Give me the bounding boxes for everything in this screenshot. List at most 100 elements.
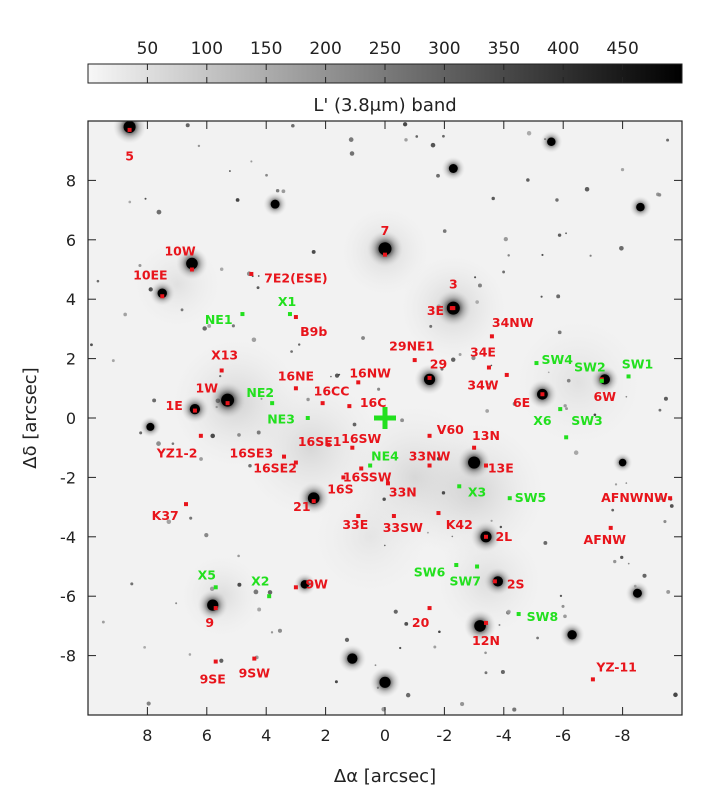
faint-star — [270, 631, 274, 634]
source-marker — [219, 368, 224, 373]
faint-star — [471, 355, 476, 361]
colorbar-tick-label: 350 — [488, 39, 520, 59]
faint-star — [361, 336, 365, 340]
faint-star — [370, 404, 373, 407]
faint-star — [559, 594, 563, 598]
source-label: YZ1-2 — [156, 446, 198, 461]
colorbar-tick-label: 400 — [547, 39, 579, 59]
faint-star — [267, 590, 273, 595]
faint-star — [491, 196, 495, 201]
source-marker — [282, 454, 287, 459]
source-label: AFNW — [584, 532, 627, 547]
faint-star — [557, 330, 562, 335]
faint-star — [202, 326, 207, 331]
source-marker — [383, 252, 387, 257]
source-label: B9b — [300, 324, 327, 339]
source-marker — [192, 408, 197, 413]
faint-star — [484, 671, 488, 675]
faint-star — [130, 582, 134, 586]
source-marker — [540, 392, 545, 397]
source-label: YZ-11 — [595, 659, 636, 674]
colorbar-tick-labels: 50 100 150 200 250 300 350 400 450 — [137, 39, 639, 59]
faint-star — [251, 337, 257, 343]
source-label: 12N — [472, 633, 500, 648]
source-marker — [293, 585, 298, 590]
faint-star — [507, 254, 510, 257]
nebula-layer — [132, 207, 644, 638]
source-label: 2L — [495, 529, 512, 544]
y-tick-label: -8 — [60, 647, 76, 666]
center-cross-vertical — [382, 407, 388, 429]
faint-star — [642, 573, 647, 578]
source-label: 1W — [196, 380, 219, 395]
faint-star — [474, 276, 477, 279]
faint-star — [231, 324, 235, 328]
bright-star-core — [474, 620, 486, 632]
bright-star-core — [492, 576, 504, 587]
source-label: 7E2(ESE) — [264, 270, 327, 285]
source-marker — [368, 463, 373, 468]
source-marker — [483, 534, 488, 539]
source-marker — [668, 496, 673, 501]
faint-star — [188, 653, 192, 656]
faint-star — [377, 387, 381, 391]
faint-star — [526, 178, 530, 182]
source-marker — [225, 401, 230, 406]
bright-star-core — [146, 422, 155, 431]
source-label: K37 — [152, 508, 179, 523]
faint-star — [189, 516, 193, 520]
bright-star-core — [567, 630, 577, 640]
x-tick-label: 8 — [142, 726, 152, 745]
faint-star — [666, 589, 671, 594]
faint-star — [311, 249, 316, 254]
faint-star — [611, 508, 615, 512]
faint-star — [593, 413, 597, 417]
faint-star — [166, 519, 172, 524]
faint-star — [619, 245, 624, 251]
bright-star-core — [547, 137, 556, 147]
source-label: SW7 — [449, 573, 481, 588]
faint-star — [185, 123, 190, 128]
faint-star — [500, 669, 505, 675]
source-marker — [267, 594, 272, 599]
source-label: 34E — [470, 345, 496, 360]
source-marker — [127, 127, 132, 132]
faint-star — [498, 624, 501, 626]
source-label: 16SW — [341, 431, 381, 446]
faint-star — [237, 554, 240, 558]
faint-star — [291, 123, 295, 128]
bright-star-core — [347, 653, 358, 664]
source-marker — [293, 315, 298, 320]
faint-star — [555, 198, 559, 202]
faint-star — [404, 138, 408, 142]
colorbar-tick-label: 250 — [369, 39, 401, 59]
source-marker — [472, 445, 477, 450]
faint-star — [613, 559, 617, 564]
faint-star — [485, 409, 490, 413]
source-label: X2 — [251, 573, 269, 588]
source-marker — [391, 514, 396, 519]
source-label: 16SSW — [343, 469, 392, 484]
faint-star — [128, 200, 132, 204]
faint-star — [260, 397, 263, 400]
faint-star — [540, 295, 543, 298]
source-label: 13N — [472, 428, 500, 443]
faint-star — [543, 541, 548, 545]
source-marker — [483, 620, 488, 625]
faint-star — [257, 275, 260, 277]
source-marker — [293, 460, 298, 465]
source-marker — [359, 466, 364, 471]
faint-star — [209, 586, 215, 592]
source-label: NE3 — [267, 411, 295, 426]
source-marker — [475, 564, 480, 569]
faint-star — [625, 482, 628, 484]
x-tick-label: 6 — [202, 726, 212, 745]
faint-star — [256, 430, 261, 435]
faint-star — [475, 300, 479, 304]
faint-star — [275, 188, 280, 193]
bright-star-core — [632, 588, 642, 598]
faint-star — [210, 433, 215, 439]
x-tick-label: 2 — [321, 726, 331, 745]
source-label: V60 — [437, 422, 464, 437]
